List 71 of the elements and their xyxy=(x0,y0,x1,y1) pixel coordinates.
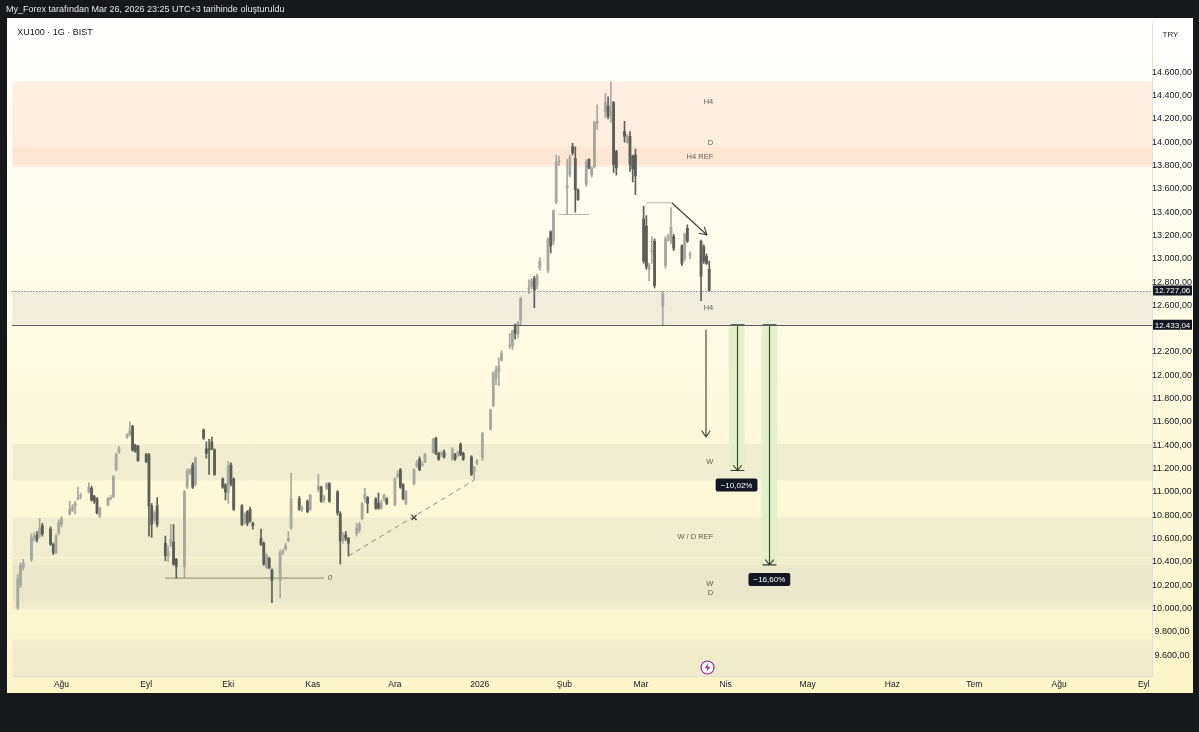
y-tick-label: 12.600,00 xyxy=(1152,299,1193,310)
x-tick-label: Nis xyxy=(719,679,732,690)
y-tick-label: 13.000,00 xyxy=(1152,253,1193,264)
x-tick-label: Eki xyxy=(222,679,235,690)
candlestick xyxy=(73,500,77,515)
y-tick-label: 9.800,00 xyxy=(1154,626,1190,637)
y-tick-label: 9.600,00 xyxy=(1154,649,1190,660)
y-tick-label: 14.200,00 xyxy=(1152,113,1193,124)
y-tick-label: 10.200,00 xyxy=(1152,579,1193,590)
y-tick-label: 12.200,00 xyxy=(1152,346,1193,357)
candlestick xyxy=(377,492,380,510)
y-axis-title: TRY xyxy=(1162,29,1180,39)
x-tick-label: Ara xyxy=(388,679,402,690)
x-tick-label: May xyxy=(799,679,817,690)
y-tick-label: 11.400,00 xyxy=(1152,439,1192,450)
chart-title: XU100 · 1G · BIST xyxy=(17,26,94,37)
y-tick-label: 10.000,00 xyxy=(1152,602,1193,613)
y-tick-label: 11.600,00 xyxy=(1152,416,1192,427)
y-tick-label: 10.800,00 xyxy=(1152,509,1193,520)
candlestick xyxy=(71,504,74,512)
y-tick-label: 12.000,00 xyxy=(1152,369,1193,380)
x-tick-label: Ağu xyxy=(53,679,70,690)
candlestick xyxy=(623,120,626,143)
candlestick xyxy=(316,474,320,493)
ref-line-label: 12.433,04 xyxy=(1154,320,1191,330)
x-tick-label: Ağu xyxy=(1051,679,1067,690)
ref-line-label: 12.727,06 xyxy=(1154,286,1191,296)
candlestick xyxy=(552,209,555,246)
x-tick-label: Tem xyxy=(966,679,983,690)
y-tick-label: 14.000,00 xyxy=(1152,136,1193,147)
candlestick xyxy=(131,425,134,452)
y-tick-label: 14.600,00 xyxy=(1152,66,1193,77)
x-tick-label: Mar xyxy=(633,679,649,690)
y-tick-label: 12.800,00 xyxy=(1152,276,1193,287)
y-tick-label: 10.400,00 xyxy=(1152,556,1193,567)
candlestick xyxy=(265,553,268,570)
y-tick-label: 13.200,00 xyxy=(1152,229,1193,240)
y-tick-label: 13.400,00 xyxy=(1152,206,1193,217)
y-tick-label: 13.800,00 xyxy=(1152,159,1193,170)
candlestick xyxy=(30,533,33,563)
candlestick xyxy=(634,148,637,195)
candlestick xyxy=(511,329,514,350)
candlestick xyxy=(688,251,692,260)
annotation: 0 xyxy=(327,573,333,583)
x-tick-label: Şub xyxy=(556,679,573,690)
y-tick-label: 14.400,00 xyxy=(1152,90,1193,101)
candlestick xyxy=(664,236,667,269)
candlestick xyxy=(612,101,616,173)
candlestick xyxy=(653,238,657,289)
candlestick xyxy=(111,475,115,498)
candlestick xyxy=(90,485,93,502)
candlestick xyxy=(470,455,473,476)
x-tick-label: Haz xyxy=(884,679,900,690)
candlestick xyxy=(459,442,462,457)
text: My_Forex tarafından Mar 26, 2026 23:25 UTC+3 tarihinde oluşturuldu xyxy=(6,4,285,14)
y-tick-label: 11.200,00 xyxy=(1152,463,1192,474)
y-tick-label: 10.600,00 xyxy=(1152,532,1193,543)
x-tick-label: Kas xyxy=(305,679,321,690)
candlestick xyxy=(489,408,493,431)
y-tick-label: 11.800,00 xyxy=(1152,393,1192,404)
x-tick-label: Eyl xyxy=(140,679,153,690)
y-tick-label: 11.000,00 xyxy=(1152,486,1192,497)
y-tick-label: 13.600,00 xyxy=(1152,183,1193,194)
x-tick-label: 2026 xyxy=(470,679,490,690)
annotation: −10,02% xyxy=(720,480,753,490)
annotation: −16,60% xyxy=(753,575,786,585)
candlestick xyxy=(418,456,421,472)
candlestick xyxy=(306,499,309,514)
x-tick-label: Eyl xyxy=(1137,679,1150,690)
candlestick xyxy=(183,490,186,579)
candlestick xyxy=(152,510,156,523)
